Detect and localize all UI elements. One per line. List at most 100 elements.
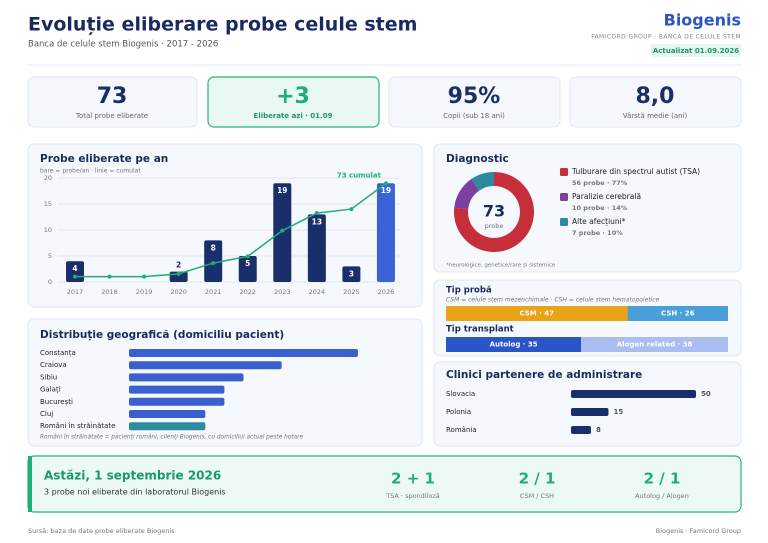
kpi-value: +3 [276, 84, 310, 109]
bar [129, 385, 225, 394]
line-point [349, 207, 354, 212]
chart-title: Distribuție geografică (domiciliu pacien… [40, 329, 284, 341]
donut-slice [471, 172, 494, 191]
bar [342, 266, 361, 282]
line-point [211, 261, 216, 266]
brand-tagline: FAMICORD GROUP · BANCA DE CELULE STEM [591, 34, 741, 41]
banner [27, 455, 742, 513]
x-tick-label: 2017 [67, 288, 84, 296]
x-tick-label: 2021 [205, 288, 222, 296]
bar-value-label: 2 [176, 261, 181, 270]
x-tick-label: 2018 [101, 288, 118, 296]
footnote: Români în străinătate = pacienți români,… [40, 434, 304, 441]
category-label: Craiova [40, 361, 67, 369]
annotation: 73 cumulat [337, 171, 382, 179]
updated-badge [651, 44, 741, 57]
category-label: Slovacia [446, 390, 475, 398]
bar-value-label: 4 [72, 264, 77, 273]
stacked-segment [446, 337, 582, 352]
x-tick-label: 2022 [239, 288, 256, 296]
bar-value-label: 8 [211, 243, 216, 252]
banner-stat-label: Autolog / Alogen [635, 492, 689, 500]
legend-label: Paralizie cerebrală [572, 192, 641, 201]
bar-value-label: 19 [277, 186, 287, 195]
category-label: Constanța [40, 349, 76, 358]
legend-swatch [560, 168, 568, 176]
stacked-segment [627, 306, 728, 321]
legend-swatch [560, 218, 568, 226]
category-label: Români în străinătate [40, 422, 115, 430]
chart-title: Diagnostic [446, 153, 509, 165]
segment-label: CSM · 47 [519, 310, 554, 318]
banner-title: Astăzi, 1 septembrie 2026 [44, 469, 221, 483]
panel [433, 361, 742, 447]
kpi-card [207, 76, 380, 128]
kpi-card [388, 76, 561, 128]
bar-value-label: 15 [614, 408, 624, 416]
page-subtitle: Banca de celule stem Biogenis · 2017 - 2… [28, 40, 218, 50]
bar [238, 256, 257, 282]
bar [129, 361, 282, 370]
x-tick-label: 2023 [274, 288, 291, 296]
x-tick-label: 2020 [170, 288, 187, 296]
chart-title: Tip probă [446, 286, 492, 296]
banner-subtitle: 3 probe noi eliberate din laboratorul Bi… [44, 488, 226, 497]
line-point [176, 271, 181, 276]
kpi-card [569, 76, 742, 128]
segment-label: Alogen related · 38 [617, 341, 693, 349]
page-title: Evoluție eliberare probe celule stem [28, 14, 417, 36]
bar-value-label: 19 [381, 186, 391, 195]
category-label: Cluj [40, 410, 53, 418]
bar [129, 422, 206, 431]
x-tick-label: 2025 [343, 288, 360, 296]
y-tick-label: 15 [44, 200, 52, 208]
line-point [383, 181, 388, 186]
legend-detail: 56 probe · 77% [572, 179, 628, 187]
banner-stat-label: TSA · spondiloză [385, 492, 440, 500]
x-tick-label: 2026 [378, 288, 395, 296]
kpi-value: 8,0 [636, 84, 675, 109]
donut-slice [454, 179, 480, 210]
segment-label: Autolog · 35 [490, 341, 538, 349]
chart-title: Tip transplant [446, 325, 514, 335]
legend-label: Tulburare din spectrul autist (TSA) [571, 167, 700, 176]
y-tick-label: 0 [48, 278, 52, 286]
kpi-label: Vârstă medie (ani) [623, 112, 688, 120]
bar [307, 214, 326, 282]
legend-detail: 7 probe · 10% [572, 229, 623, 237]
kpi-value: 73 [97, 84, 128, 109]
chart-subtitle: CSM = celule stem mezenchimale · CSH = c… [446, 297, 660, 304]
banner-stat-value: 2 + 1 [391, 470, 435, 488]
chart-title: Probe eliberate pe an [40, 153, 168, 165]
kpi-label: Copii (sub 18 ani) [443, 112, 505, 120]
banner-stat-value: 2 / 1 [644, 470, 681, 488]
banner-accent [28, 456, 32, 512]
bar [129, 373, 244, 382]
kpi-value: 95% [448, 84, 501, 109]
bar-value-label: 50 [701, 390, 711, 398]
line-point [314, 211, 319, 216]
bar [571, 426, 591, 434]
kpi-label: Total probe eliberate [75, 112, 148, 120]
legend-swatch [560, 193, 568, 201]
footnote: *neurologice, genetice/rare și sistemice [446, 263, 556, 269]
bar-value-label: 5 [245, 259, 250, 268]
footer-credit: Biogenis · Famicord Group [656, 527, 741, 535]
bar-value-label: 8 [596, 426, 601, 434]
legend-detail: 10 probe · 14% [572, 204, 628, 212]
x-tick-label: 2024 [309, 288, 326, 296]
line-point [245, 254, 250, 259]
footer-source: Sursă: baza de date probe eliberate Biog… [28, 527, 175, 535]
stacked-segment [581, 337, 728, 352]
x-tick-label: 2019 [136, 288, 153, 296]
donut-slice [454, 171, 534, 252]
donut-center-value: 73 [483, 202, 505, 221]
brand: Biogenis [664, 11, 741, 30]
y-tick-label: 5 [48, 252, 52, 260]
kpi-card [27, 76, 198, 128]
chart-subtitle: bare = probe/an · linie = cumulat [40, 168, 141, 175]
banner-stat-value: 2 / 1 [519, 470, 556, 488]
line-point [73, 274, 77, 279]
bar [571, 408, 609, 416]
